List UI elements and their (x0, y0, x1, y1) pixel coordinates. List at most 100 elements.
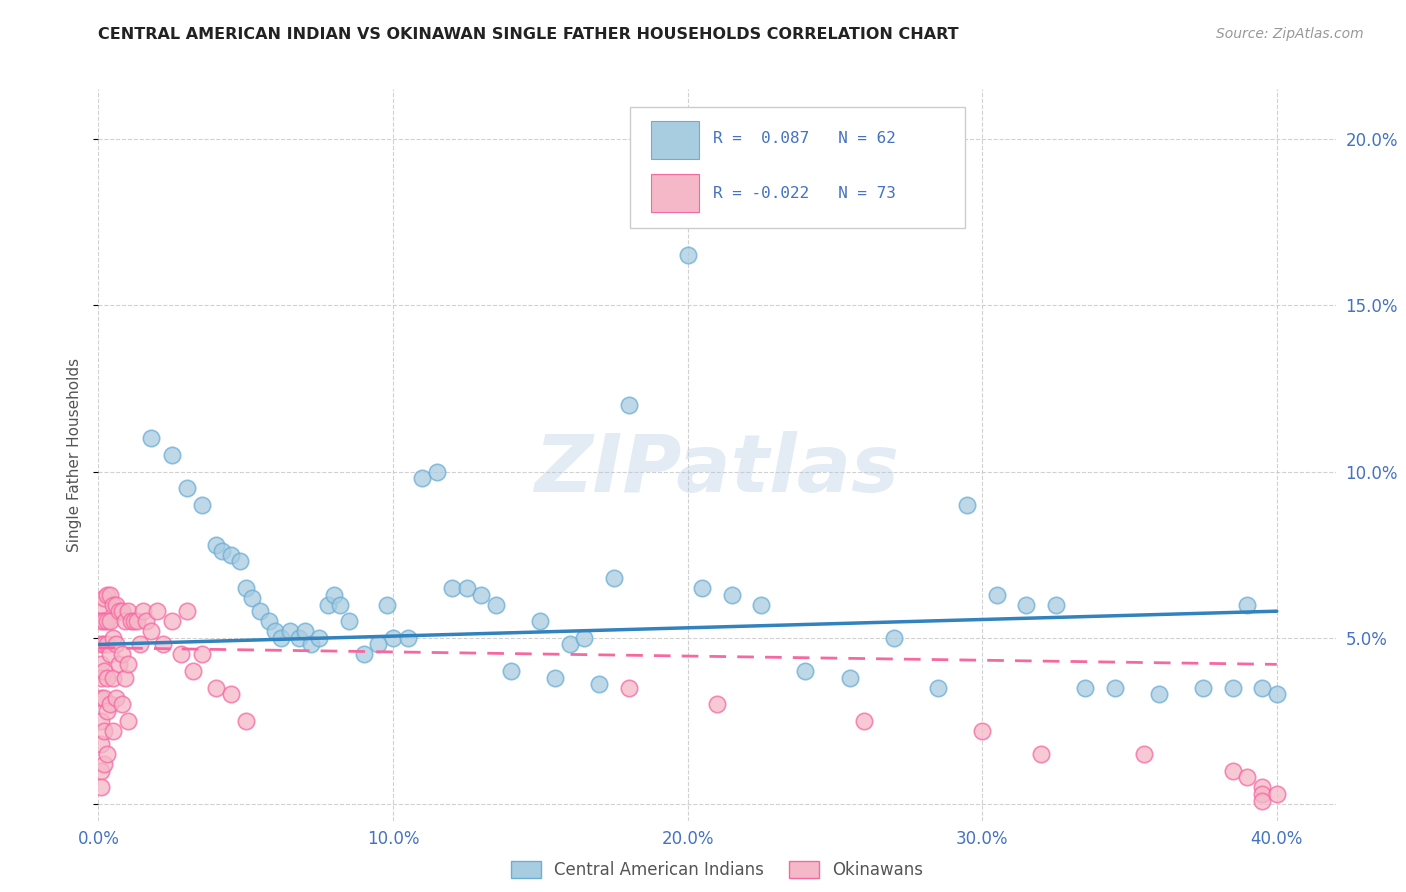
Point (105, 690, 128, 705)
Point (1251, 681, 1274, 695)
Point (1236, 598, 1258, 612)
Point (1147, 687, 1170, 701)
Point (235, 714, 257, 728)
Point (117, 714, 139, 728)
Point (101, 671, 124, 685)
Point (235, 581, 257, 595)
Point (558, 637, 581, 651)
Point (96, 588, 118, 602)
Point (98, 614, 121, 628)
Point (93, 690, 115, 705)
Point (90, 780, 112, 795)
Point (720, 588, 742, 602)
Point (160, 448, 183, 462)
Point (287, 631, 309, 645)
Point (229, 554, 252, 568)
Point (219, 548, 242, 562)
Point (440, 581, 463, 595)
Point (93, 664, 115, 678)
Point (1074, 681, 1097, 695)
Point (93, 637, 115, 651)
Point (1251, 780, 1274, 795)
Point (93, 723, 115, 738)
Point (706, 698, 728, 712)
Point (101, 631, 124, 645)
Point (93, 757, 115, 772)
Point (249, 604, 271, 618)
Point (176, 604, 198, 618)
Point (90, 690, 112, 705)
Point (1222, 681, 1244, 695)
Point (794, 664, 817, 678)
Point (111, 648, 134, 662)
FancyBboxPatch shape (651, 120, 699, 159)
Point (105, 598, 128, 612)
Point (240, 591, 263, 605)
Point (93, 591, 115, 605)
Point (367, 637, 389, 651)
Point (146, 604, 169, 618)
Point (90, 737, 112, 751)
Point (93, 614, 115, 628)
Point (90, 714, 112, 728)
Point (111, 698, 134, 712)
Point (603, 571, 626, 585)
FancyBboxPatch shape (630, 108, 965, 228)
Point (353, 648, 375, 662)
Point (375, 598, 398, 612)
Point (128, 637, 150, 651)
Text: ZIPatlas: ZIPatlas (534, 431, 900, 508)
Point (316, 598, 339, 612)
Point (749, 598, 772, 612)
Point (170, 648, 193, 662)
Point (1265, 787, 1288, 801)
Point (111, 604, 134, 618)
Point (1133, 747, 1156, 761)
Point (120, 614, 142, 628)
Point (125, 614, 148, 628)
Point (956, 498, 979, 512)
Point (544, 671, 567, 685)
Point (426, 465, 449, 479)
Point (90, 764, 112, 778)
Point (108, 604, 131, 618)
Point (456, 581, 478, 595)
Point (190, 498, 212, 512)
Point (1251, 794, 1274, 808)
FancyBboxPatch shape (651, 174, 699, 212)
Point (308, 631, 330, 645)
Point (96, 671, 118, 685)
Point (299, 637, 322, 651)
Point (141, 624, 163, 639)
Point (135, 614, 157, 628)
Point (883, 631, 905, 645)
Point (176, 481, 198, 495)
Point (211, 544, 233, 558)
Point (264, 624, 287, 639)
Point (337, 614, 360, 628)
Point (692, 581, 714, 595)
Point (98, 648, 121, 662)
Point (972, 723, 994, 738)
Point (499, 664, 522, 678)
Point (588, 677, 610, 691)
Point (676, 248, 699, 262)
Point (411, 471, 433, 485)
Point (382, 631, 405, 645)
Legend: Central American Indians, Okinawans: Central American Indians, Okinawans (505, 854, 929, 886)
Point (160, 614, 183, 628)
Point (90, 598, 112, 612)
Point (219, 687, 242, 701)
Point (323, 588, 346, 602)
Point (90, 637, 112, 651)
Point (259, 614, 281, 628)
Point (1104, 681, 1126, 695)
Point (278, 624, 301, 639)
Point (181, 664, 204, 678)
Point (90, 657, 112, 672)
Y-axis label: Single Father Households: Single Father Households (67, 358, 83, 552)
Point (90, 671, 112, 685)
Point (108, 657, 131, 672)
Point (470, 588, 492, 602)
Point (617, 681, 640, 695)
